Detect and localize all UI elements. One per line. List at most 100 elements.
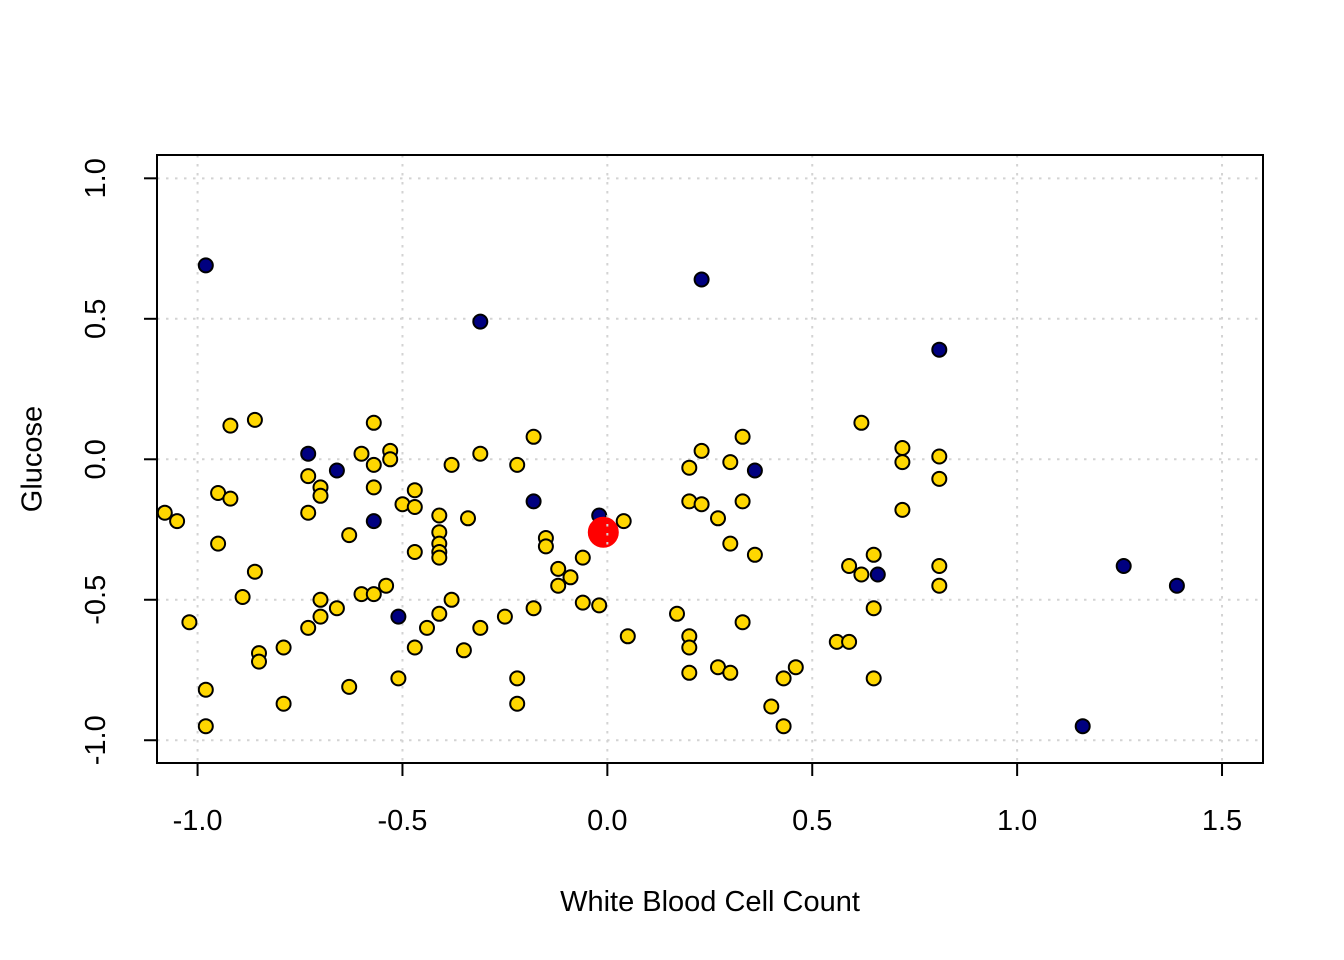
navy-points-marker: [365, 513, 382, 530]
yellow-points-marker: [931, 577, 948, 594]
yellow-points-marker: [722, 535, 739, 552]
yellow-points-marker: [431, 605, 448, 622]
yellow-points-marker: [841, 558, 858, 574]
yellow-points-marker: [550, 577, 567, 594]
yellow-points-marker: [431, 549, 448, 566]
yellow-points-marker: [574, 594, 591, 611]
yellow-points-marker: [406, 639, 423, 656]
yellow-points-marker: [734, 614, 751, 631]
red-center-point-marker: [587, 516, 619, 548]
yellow-points-marker: [378, 577, 395, 594]
navy-points-marker: [869, 566, 886, 583]
yellow-points-marker: [931, 558, 948, 574]
navy-points-marker: [197, 257, 214, 274]
navy-points-marker: [390, 608, 407, 625]
yellow-points-marker: [406, 499, 423, 515]
x-tick-label: 1.5: [1202, 805, 1242, 837]
yellow-points-marker: [693, 496, 710, 513]
yellow-points-marker: [841, 633, 858, 650]
navy-points-marker: [300, 445, 317, 462]
navy-points-marker: [1074, 718, 1091, 735]
yellow-points-marker: [775, 718, 792, 735]
x-tick-label: -1.0: [173, 805, 223, 837]
yellow-points-marker: [865, 670, 882, 687]
yellow-points-marker: [197, 718, 214, 735]
yellow-points-marker: [853, 566, 870, 583]
yellow-points-marker: [681, 664, 698, 681]
yellow-points-marker: [865, 600, 882, 617]
yellow-points-marker: [619, 628, 636, 645]
yellow-points-marker: [460, 510, 476, 527]
yellow-points-marker: [550, 560, 567, 577]
x-tick-label: -0.5: [377, 805, 427, 837]
yellow-points-marker: [525, 428, 542, 445]
yellow-points-marker: [431, 507, 448, 524]
yellow-points-marker: [365, 479, 382, 496]
x-axis-title: White Blood Cell Count: [560, 886, 860, 918]
yellow-points-marker: [341, 527, 358, 544]
yellow-points-marker: [275, 639, 292, 656]
yellow-points-marker: [312, 591, 329, 608]
yellow-points-marker: [509, 695, 526, 712]
yellow-points-marker: [300, 468, 317, 485]
yellow-points-marker: [246, 563, 263, 580]
yellow-points-marker: [455, 642, 472, 659]
yellow-points-marker: [591, 597, 608, 614]
yellow-points-marker: [894, 454, 911, 471]
yellow-points-marker: [234, 589, 251, 605]
yellow-points-marker: [509, 456, 526, 473]
y-tick-label: 1.0: [80, 158, 112, 198]
navy-points-marker: [746, 462, 763, 479]
yellow-points-marker: [509, 670, 526, 687]
y-axis-title: Glucose: [16, 405, 49, 513]
navy-points-marker: [328, 462, 345, 479]
yellow-points-marker: [734, 428, 751, 445]
yellow-points-marker: [865, 546, 882, 563]
yellow-points-marker: [734, 493, 751, 510]
x-tick-label: 0.5: [792, 805, 832, 837]
yellow-points-marker: [562, 569, 579, 586]
y-tick-label: 0.5: [80, 299, 112, 339]
yellow-points-marker: [312, 487, 329, 504]
yellow-points-marker: [251, 653, 267, 670]
yellow-points-marker: [222, 490, 239, 507]
yellow-points-marker: [365, 586, 382, 603]
yellow-points-marker: [931, 470, 948, 487]
y-tick-label: -0.5: [80, 575, 112, 625]
yellow-points-marker: [353, 445, 370, 462]
yellow-points-marker: [722, 664, 739, 681]
navy-points-marker: [693, 271, 710, 288]
yellow-points-marker: [365, 414, 382, 431]
yellow-points-marker: [365, 456, 382, 473]
yellow-points-marker: [574, 549, 591, 566]
yellow-points-marker: [681, 639, 698, 656]
yellow-points-marker: [443, 591, 460, 608]
navy-points-marker: [1168, 577, 1185, 594]
yellow-points-marker: [787, 659, 804, 676]
yellow-points-marker: [853, 414, 870, 431]
yellow-points-marker: [312, 608, 329, 625]
x-tick-label: 0.0: [587, 805, 627, 837]
yellow-points-marker: [472, 619, 489, 636]
yellow-points-marker: [537, 538, 554, 555]
yellow-points-marker: [775, 670, 792, 687]
yellow-points-marker: [746, 546, 763, 563]
yellow-points-marker: [681, 459, 698, 476]
yellow-points-marker: [894, 501, 911, 518]
yellow-points-marker: [197, 681, 214, 698]
yellow-points-marker: [390, 670, 407, 687]
yellow-points-marker: [722, 454, 739, 471]
yellow-points-marker: [328, 600, 345, 617]
yellow-points-marker: [382, 451, 399, 468]
yellow-points-marker: [931, 448, 948, 465]
y-tick-label: 0.0: [80, 439, 112, 479]
yellow-points-marker: [300, 619, 317, 636]
navy-points-marker: [931, 341, 948, 358]
yellow-points-marker: [763, 698, 780, 715]
yellow-points-marker: [246, 411, 263, 428]
yellow-points-marker: [222, 417, 239, 434]
yellow-points-marker: [341, 678, 358, 695]
